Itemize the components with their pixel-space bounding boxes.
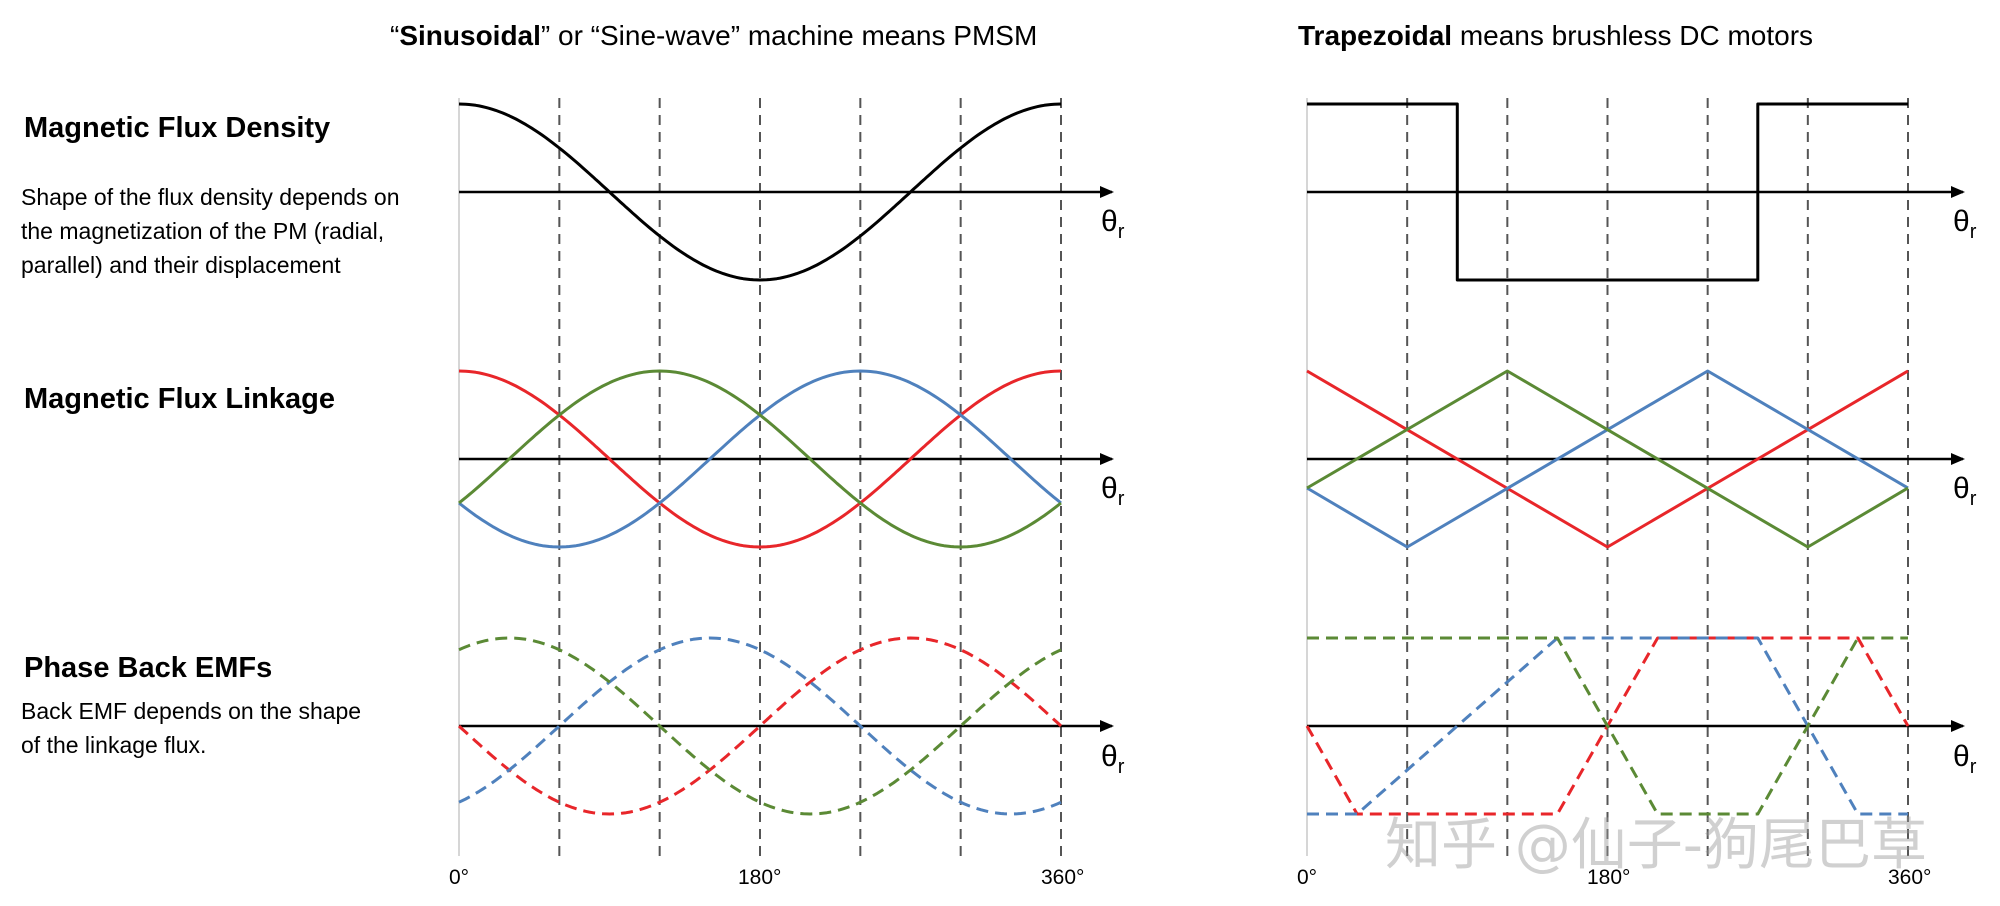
watermark: 知乎 @仙子-狗尾巴草 <box>1385 813 1928 878</box>
trapezoidal-magnetic-flux-linkage-phase_b-curve <box>1306 369 1909 549</box>
theta-label-right-row2: θr <box>1953 472 1977 510</box>
trapezoidal-magnetic-flux-linkage-phase_c-curve <box>1306 369 1909 549</box>
right-title-bold: Trapezoidal <box>1298 20 1453 51</box>
sinusoidal-magnetic-flux-density-B-curve <box>458 102 1062 282</box>
right-panel-title: Trapezoidal means brushless DC motors <box>1298 20 1813 52</box>
left-panel-title: “Sinusoidal” or “Sine-wave” machine mean… <box>390 20 1037 52</box>
tick-left-180: 180° <box>738 866 782 889</box>
right-title-rest: means brushless DC motors <box>1452 20 1814 51</box>
tick-right-360: 360° <box>1888 866 1932 889</box>
theta-label-left-row2: θr <box>1101 472 1125 510</box>
left-title-open-quote: “ <box>390 20 400 51</box>
sinusoidal-magnetic-flux-linkage-phase_c-curve <box>458 369 1062 549</box>
trapezoidal-magnetic-flux-density-B-curve <box>1307 102 1908 282</box>
tick-left-0: 0° <box>449 866 470 889</box>
flux-linkage-heading: Magnetic Flux Linkage <box>24 383 335 415</box>
theta-label-left-row3: θr <box>1101 740 1125 778</box>
tick-right-180: 180° <box>1587 866 1631 889</box>
sinusoidal-phase-back-emfs-phase_c-curve <box>458 636 1062 816</box>
tick-left-360: 360° <box>1041 866 1085 889</box>
theta-label-right-row1: θr <box>1953 205 1977 243</box>
theta-label-right-row3: θr <box>1953 740 1977 778</box>
tick-right-0: 0° <box>1297 866 1318 889</box>
flux-density-heading: Magnetic Flux Density <box>24 112 331 144</box>
back-emf-heading: Phase Back EMFs <box>24 652 273 684</box>
back-emf-description: Back EMF depends on the shape of the lin… <box>21 698 362 758</box>
sinusoidal-phase-back-emfs-phase_b-curve <box>458 636 1062 816</box>
flux-density-description: Shape of the flux density depends on the… <box>21 184 400 278</box>
left-title-rest: ” or “Sine-wave” machine means PMSM <box>540 20 1038 51</box>
left-title-bold: Sinusoidal <box>399 20 541 51</box>
theta-label-left-row1: θr <box>1101 205 1125 243</box>
